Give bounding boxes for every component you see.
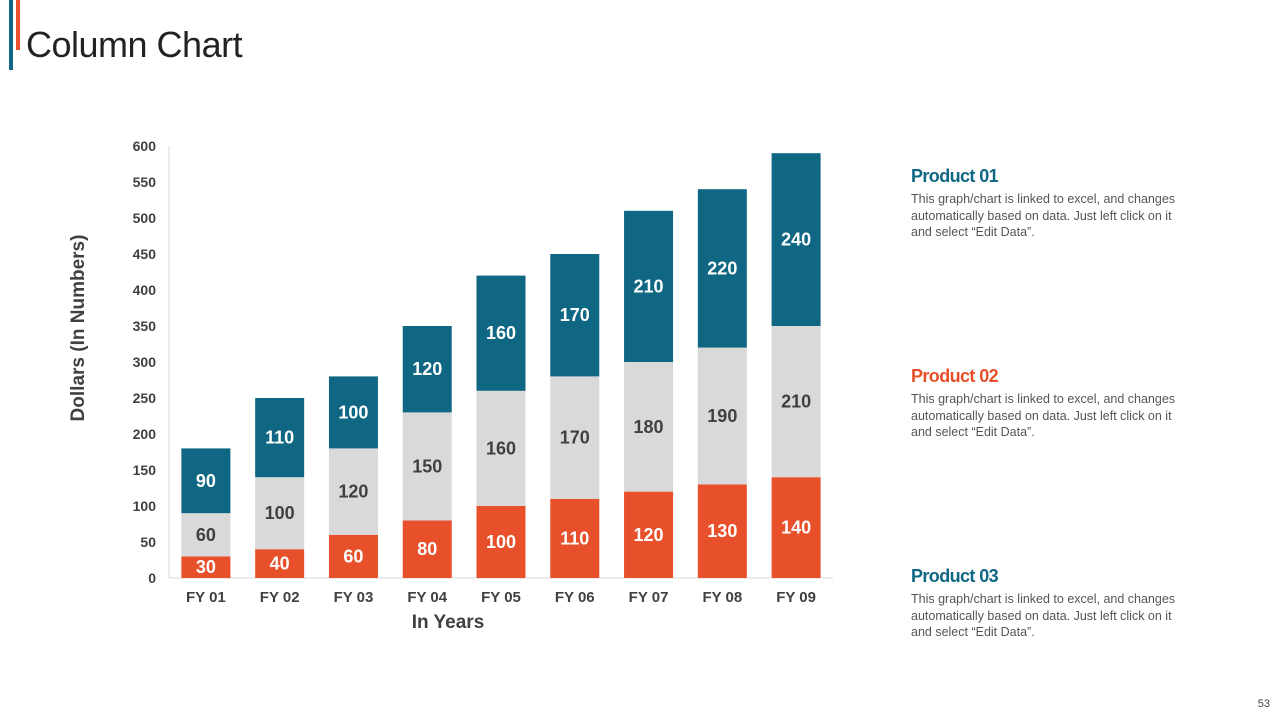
bar-product-02-fy-03 <box>328 534 378 578</box>
bar-product-01-fy-05 <box>476 275 526 391</box>
bar-product-02-fy-06 <box>550 498 600 578</box>
data-label-product-03: 180 <box>634 417 664 437</box>
legend-product-03: Product 03 This graph/chart is linked to… <box>911 566 1201 641</box>
y-tick-label: 400 <box>133 282 157 298</box>
legend-title-product-03: Product 03 <box>911 566 999 586</box>
x-tick-label: FY 07 <box>629 589 669 606</box>
data-label-product-03: 150 <box>412 456 442 476</box>
data-label-product-01: 240 <box>781 230 811 250</box>
legend-title-product-01: Product 01 <box>911 166 999 186</box>
bar-product-02-fy-09 <box>771 477 821 578</box>
bar-product-02-fy-07 <box>624 491 674 578</box>
bar-product-01-fy-07 <box>624 210 674 362</box>
bar-product-03-fy-03 <box>328 448 378 535</box>
data-label-product-01: 160 <box>486 323 516 343</box>
title-accent-bar-teal <box>9 0 13 70</box>
x-tick-label: FY 05 <box>481 589 521 606</box>
data-label-product-02: 40 <box>270 554 290 574</box>
page-number: 53 <box>1257 698 1270 710</box>
y-tick-label: 0 <box>148 570 156 586</box>
legend-description-product-01: This graph/chart is linked to excel, and… <box>911 192 1176 239</box>
data-label-product-03: 120 <box>338 482 368 502</box>
slide-title: Column Chart <box>26 24 243 65</box>
y-tick-label: 300 <box>133 354 157 370</box>
y-tick-label: 200 <box>133 426 157 442</box>
y-tick-label: 600 <box>133 138 157 154</box>
x-tick-label: FY 06 <box>555 589 595 606</box>
data-label-product-02: 140 <box>781 518 811 538</box>
data-label-product-03: 210 <box>781 392 811 412</box>
data-label-product-01: 110 <box>265 428 294 448</box>
x-tick-label: FY 08 <box>702 589 742 606</box>
legend-title-product-02: Product 02 <box>911 366 999 386</box>
x-tick-label: FY 03 <box>334 589 374 606</box>
bar-product-01-fy-04 <box>402 326 452 413</box>
bar-product-02-fy-05 <box>476 506 526 578</box>
data-label-product-03: 160 <box>486 438 516 458</box>
bar-product-03-fy-04 <box>402 412 452 521</box>
data-label-product-02: 80 <box>417 539 437 559</box>
y-tick-label: 550 <box>133 174 157 190</box>
data-label-product-03: 170 <box>560 428 590 448</box>
legend-description-product-03: This graph/chart is linked to excel, and… <box>911 592 1176 639</box>
data-label-product-02: 120 <box>634 525 664 545</box>
bar-product-02-fy-08 <box>697 484 747 578</box>
data-label-product-02: 30 <box>196 557 216 577</box>
y-tick-label: 250 <box>133 390 157 406</box>
bar-product-01-fy-06 <box>550 254 600 377</box>
x-tick-label: FY 04 <box>407 589 447 606</box>
bar-product-02-fy-04 <box>402 520 452 578</box>
data-label-product-03: 60 <box>196 525 216 545</box>
bar-product-02-fy-02 <box>255 549 305 578</box>
y-tick-label: 350 <box>133 318 157 334</box>
legend-product-02: Product 02 This graph/chart is linked to… <box>911 366 1201 441</box>
x-axis-title: In Years <box>412 612 485 633</box>
data-label-product-01: 210 <box>634 276 664 296</box>
data-label-product-01: 170 <box>560 305 590 325</box>
bar-product-03-fy-01 <box>181 513 231 557</box>
data-label-product-01: 220 <box>707 258 737 278</box>
x-tick-label: FY 09 <box>776 589 816 606</box>
data-label-product-01: 90 <box>196 471 216 491</box>
title-accent-bar-orange <box>16 0 20 50</box>
y-tick-label: 50 <box>140 534 156 550</box>
bar-product-03-fy-05 <box>476 390 526 506</box>
bar-product-03-fy-02 <box>255 477 305 550</box>
bar-product-01-fy-08 <box>697 189 747 348</box>
bar-product-01-fy-03 <box>328 376 378 449</box>
x-tick-label: FY 02 <box>260 589 300 606</box>
y-tick-label: 150 <box>133 462 157 478</box>
data-label-product-01: 100 <box>338 402 368 422</box>
bar-product-03-fy-06 <box>550 376 600 499</box>
data-label-product-02: 100 <box>486 532 516 552</box>
data-label-product-02: 110 <box>560 528 589 548</box>
bar-product-03-fy-07 <box>624 362 674 492</box>
bar-product-01-fy-09 <box>771 153 821 326</box>
legend-description-product-02: This graph/chart is linked to excel, and… <box>911 392 1176 439</box>
legend-product-01: Product 01 This graph/chart is linked to… <box>911 166 1201 241</box>
x-tick-label: FY 01 <box>186 589 226 606</box>
y-tick-label: 500 <box>133 210 157 226</box>
data-label-product-02: 60 <box>343 546 363 566</box>
bar-product-01-fy-01 <box>181 448 231 514</box>
y-tick-label: 450 <box>133 246 157 262</box>
data-label-product-02: 130 <box>707 521 737 541</box>
data-label-product-03: 190 <box>707 406 737 426</box>
bar-product-01-fy-02 <box>255 398 305 478</box>
data-label-product-01: 120 <box>412 359 442 379</box>
bar-product-03-fy-08 <box>697 347 747 485</box>
y-axis-title: Dollars (In Numbers) <box>68 235 89 422</box>
data-label-product-03: 100 <box>265 503 295 523</box>
bar-product-02-fy-01 <box>181 556 231 578</box>
bar-product-03-fy-09 <box>771 326 821 478</box>
y-tick-label: 100 <box>133 498 157 514</box>
